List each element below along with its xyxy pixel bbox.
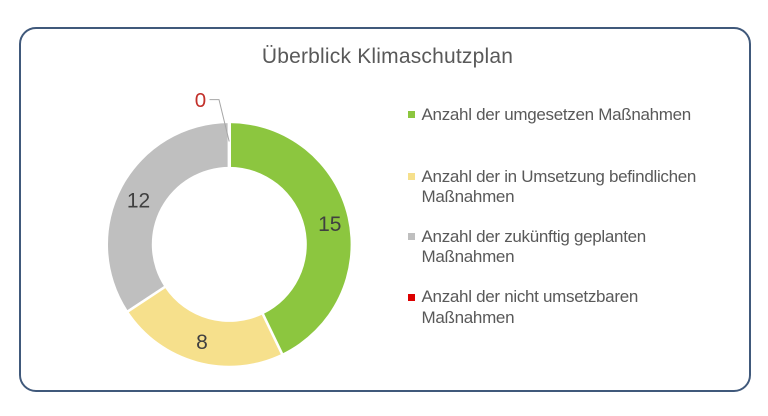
svg-text:0: 0 xyxy=(195,89,206,112)
svg-text:15: 15 xyxy=(318,213,341,236)
svg-text:12: 12 xyxy=(127,190,150,213)
svg-text:8: 8 xyxy=(196,331,208,354)
